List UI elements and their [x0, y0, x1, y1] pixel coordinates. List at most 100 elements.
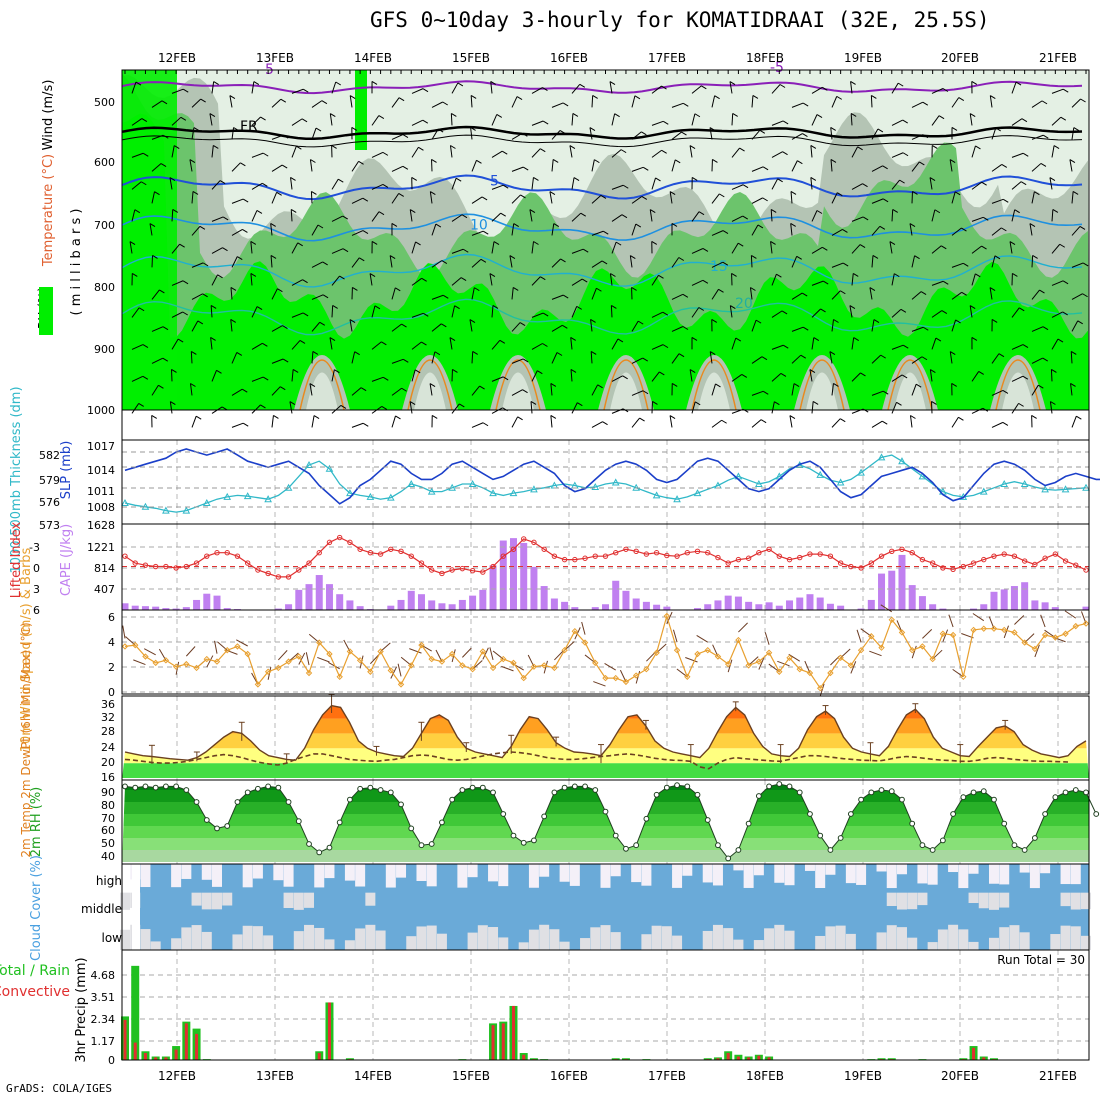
wind-barb-flag — [281, 164, 288, 169]
wind-barb — [251, 342, 263, 350]
wind-speed-point — [500, 655, 507, 663]
wind-barb — [770, 241, 773, 254]
cloud-low-clear — [263, 935, 274, 950]
lifted-index-point — [490, 563, 496, 570]
cloud-low-clear — [304, 924, 315, 950]
cloud-mid-clear — [283, 892, 294, 908]
rh-point — [541, 813, 548, 820]
cloud-high-clear — [641, 864, 652, 886]
wind-barb — [231, 162, 241, 172]
wind-barb-flag — [409, 401, 416, 405]
cloud-level-low: low — [102, 931, 123, 945]
wind-barb-flag — [782, 344, 789, 349]
date-label-bottom: 17FEB — [648, 1069, 686, 1083]
wind-barb-flag — [569, 145, 576, 150]
cloud-mid-clear — [1060, 892, 1071, 907]
wind-tick: 4 — [108, 636, 115, 649]
cape-bar — [223, 608, 231, 610]
wind-barb — [189, 383, 193, 396]
precip-conv-bar — [767, 1057, 771, 1060]
wind-barb-flag — [822, 280, 829, 285]
wind-barb — [931, 280, 944, 286]
cloud-low-clear — [1070, 926, 1081, 950]
rh-point — [336, 819, 343, 826]
wind-barb — [911, 383, 917, 396]
cape-bar — [336, 594, 344, 610]
wind-barb-flag — [853, 337, 859, 341]
wind-barb-flag — [621, 214, 628, 219]
cloud-low-clear — [764, 928, 775, 950]
wind-barb — [230, 319, 233, 332]
wind-barb-flag — [991, 318, 998, 323]
precip-conv-bar — [174, 1049, 178, 1060]
wind-barb-flag — [311, 190, 317, 195]
wind-barb — [291, 340, 301, 350]
wind-speed-point — [908, 646, 916, 654]
wind-barb — [651, 85, 662, 94]
cloud-low-clear — [1009, 925, 1020, 950]
wind-barb — [1031, 289, 1040, 300]
lifted-index-point — [469, 567, 476, 574]
wind-barb-flag — [1072, 191, 1079, 195]
wind-barb — [850, 81, 853, 94]
precip-conv-bar — [154, 1057, 158, 1060]
wind-barb-flag — [219, 180, 226, 185]
thickness-point — [693, 489, 702, 497]
lifted-index-point — [1001, 551, 1007, 557]
wind-barb-10m — [1014, 615, 1025, 625]
rh-band — [122, 814, 1089, 826]
wind-barb — [511, 358, 524, 364]
wind-speed-point — [132, 641, 139, 649]
lifted-index-point — [623, 546, 629, 552]
cloud-low-clear — [559, 941, 570, 950]
wind-barb — [511, 322, 521, 332]
wind-barb-flag — [470, 127, 476, 131]
wind-barb — [431, 128, 439, 140]
cloud-high-clear — [569, 864, 580, 886]
date-label-top: 20FEB — [941, 51, 979, 65]
wind-barb-flag — [552, 159, 559, 163]
wind-barb-flag — [479, 385, 485, 390]
lifted-index-point — [827, 553, 834, 559]
wind-barb — [671, 257, 680, 268]
wind-barb — [251, 116, 261, 126]
cloud-high-clear — [488, 864, 499, 882]
wind-barb-flag — [1062, 88, 1069, 93]
cloud-low-clear — [1019, 932, 1030, 950]
wind-barb — [911, 356, 923, 364]
wind-barb — [991, 421, 1004, 428]
wind-barb — [1051, 338, 1059, 350]
rh-point — [684, 783, 691, 790]
wind-barb-flag — [995, 127, 1002, 132]
wind-barb — [151, 326, 164, 332]
wind-barb — [771, 401, 775, 414]
lifted-index-point — [868, 560, 875, 566]
wind-speed-point — [1072, 622, 1079, 630]
cloud-high-clear — [856, 864, 867, 885]
wind-barb — [270, 223, 273, 236]
wind-barb — [811, 280, 824, 286]
rh-point — [377, 787, 384, 793]
lifted-index-point — [336, 534, 343, 541]
lifted-index-point — [439, 570, 445, 577]
cloud-low-clear — [580, 938, 591, 950]
cloud-mid-clear — [907, 892, 918, 910]
wind-barb — [1031, 163, 1042, 172]
cloud-high-clear — [886, 864, 897, 889]
wind-barb — [671, 293, 684, 300]
cape-bar — [826, 603, 834, 610]
wind-barb — [551, 324, 563, 332]
rh-band — [122, 850, 1089, 862]
wind-barb — [711, 193, 720, 204]
wind-barb — [891, 402, 897, 414]
wind-barb-flag — [335, 81, 341, 86]
wind-speed-point — [714, 653, 722, 660]
thickness-point — [816, 470, 825, 478]
wind-barb-flag — [694, 113, 701, 118]
wind-barb-flag — [182, 88, 189, 93]
wind-barb — [609, 273, 613, 286]
wind-barb-10m — [850, 661, 857, 674]
wind-barb-flag — [134, 209, 141, 214]
wind-barb-flag — [262, 182, 268, 187]
wind-barb-flag — [752, 95, 759, 99]
